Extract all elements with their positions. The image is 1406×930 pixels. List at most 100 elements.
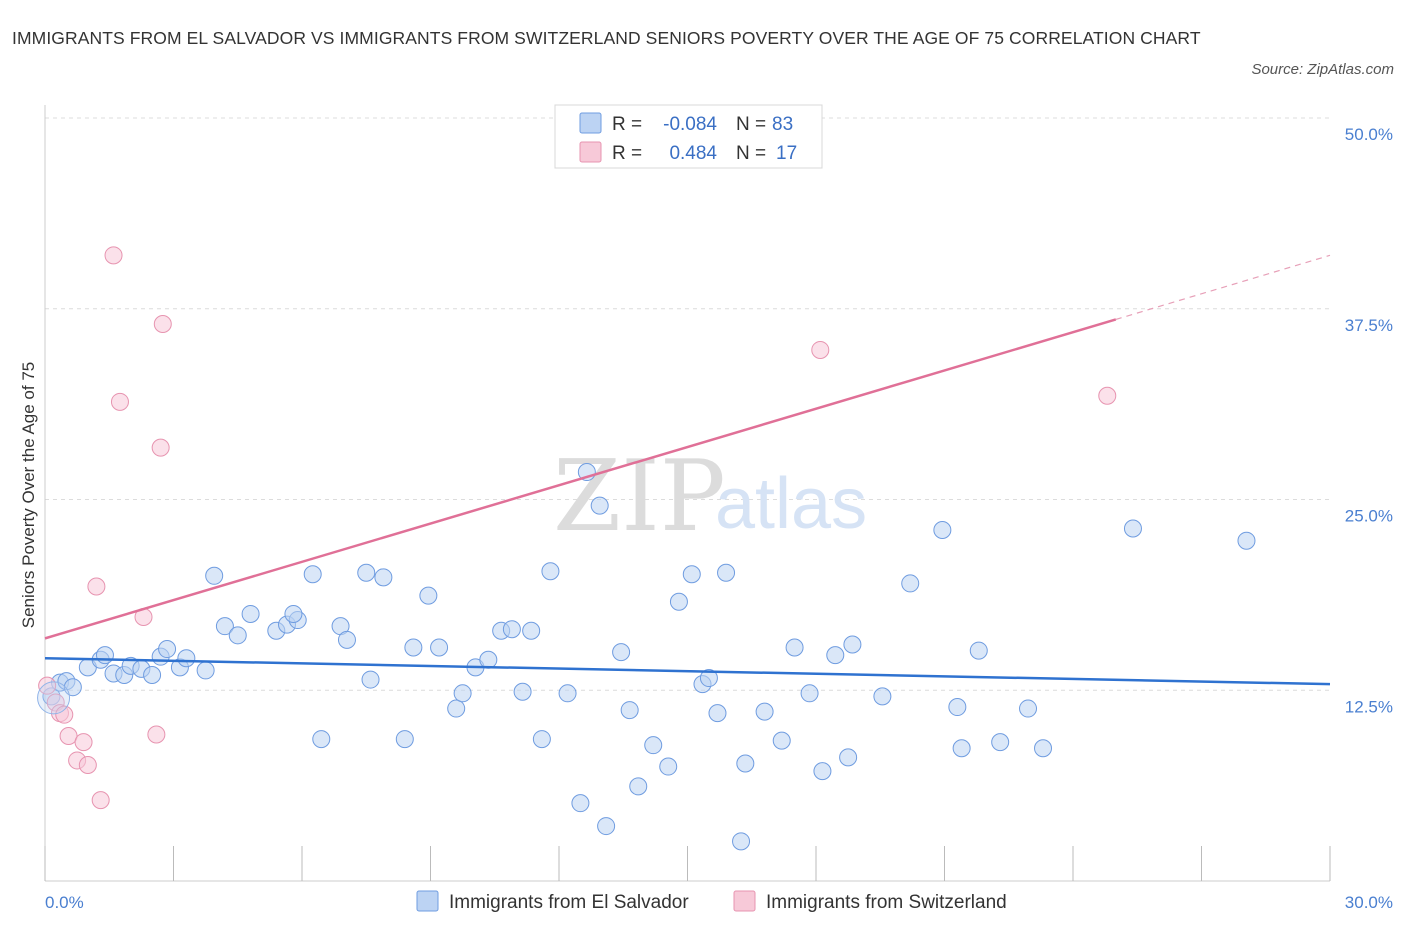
el-salvador-point [395,730,414,749]
legend-n-value-2: 17 [776,143,797,164]
el-salvador-point-large [37,681,71,715]
legend-r-value-2: 0.484 [669,143,717,164]
el-salvador-point [717,563,736,582]
y-tick-label: 25.0% [1345,507,1393,526]
legend-n-value-1: 83 [772,114,793,135]
el-salvador-point [143,665,162,684]
legend-r-label-2: R = [612,143,642,164]
legend-n-label-2: N = [736,143,766,164]
switzerland-point [153,315,172,334]
el-salvador-point [736,754,755,773]
el-salvador-trend-line [44,656,1331,686]
el-salvador-point [590,496,609,515]
el-salvador-point [337,630,356,649]
el-salvador-point [196,661,215,680]
el-salvador-point [513,682,532,701]
legend-r-label-1: R = [612,114,642,135]
el-salvador-point [228,626,247,645]
el-salvador-point [901,574,920,593]
el-salvador-point [991,733,1010,752]
el-salvador-point [948,698,967,717]
switzerland-point [104,246,123,265]
el-salvador-point [1237,531,1256,550]
el-salvador-point [969,641,988,660]
bottom-legend-swatch-switzerland [733,890,756,912]
switzerland-point [151,438,170,457]
switzerland-point [147,725,166,744]
el-salvador-point [95,646,114,665]
series-legend: Immigrants from El Salvador Immigrants f… [416,890,1007,913]
watermark-atlas: atlas [715,464,867,544]
el-salvador-point [952,739,971,758]
y-axis-title: Seniors Poverty Over the Age of 75 [19,362,38,628]
el-salvador-point [361,670,380,689]
el-salvador-point [785,638,804,657]
el-salvador-point [699,669,718,688]
switzerland-point [110,392,129,411]
el-salvador-point [522,621,541,640]
watermark: ZIP atlas [553,440,867,554]
el-salvador-point [430,638,449,657]
source-label: Source: ZipAtlas.com [1251,61,1394,78]
legend-n-label-1: N = [736,114,766,135]
switzerland-point [811,340,830,359]
switzerland-trend-line [44,318,1117,640]
el-salvador-point [303,565,322,584]
el-salvador-point [813,762,832,781]
switzerland-trend-extension [1115,254,1331,321]
el-salvador-point [620,701,639,720]
switzerland-point [74,733,93,752]
y-tick-label: 50.0% [1345,125,1393,144]
el-salvador-point [215,617,234,636]
el-salvador-point [177,649,196,668]
el-salvador-point [597,817,616,836]
y-tick-labels: 12.5% 25.0% 37.5% 50.0% [1345,125,1393,716]
el-salvador-point [571,794,590,813]
chart-title: IMMIGRANTS FROM EL SALVADOR VS IMMIGRANT… [12,28,1201,48]
switzerland-point [91,791,110,810]
switzerland-point [59,727,78,746]
el-salvador-point [755,702,774,721]
el-salvador-point [502,620,521,639]
watermark-zip: ZIP [553,440,726,554]
y-tick-label: 37.5% [1345,316,1393,335]
el-salvador-point [419,586,438,605]
el-salvador-point [669,592,688,611]
el-salvador-point [447,699,466,718]
bottom-legend-label-switzerland: Immigrants from Switzerland [766,892,1007,913]
el-salvador-point [241,604,260,623]
legend-swatch-el-salvador [579,112,602,134]
el-salvador-point [682,565,701,584]
el-salvador-point [708,704,727,723]
el-salvador-point [158,640,177,659]
el-salvador-point [644,736,663,755]
switzerland-point [38,676,57,695]
el-salvador-point [404,638,423,657]
x-tick-label: 30.0% [1345,893,1393,912]
switzerland-point [87,577,106,596]
el-salvador-point [541,562,560,581]
el-salvador-point [479,650,498,669]
el-salvador-point [732,832,751,851]
el-salvador-point [453,684,472,703]
switzerland-point [1098,386,1117,405]
switzerland-point [78,756,97,775]
el-salvador-point [826,646,845,665]
el-salvador-point [839,748,858,767]
x-tick-labels: 0.0% 30.0% [45,893,1393,912]
el-salvador-point [357,563,376,582]
el-salvador-point [312,730,331,749]
el-salvador-point [843,635,862,654]
bottom-legend-label-el-salvador: Immigrants from El Salvador [449,892,689,913]
y-tick-label: 12.5% [1345,697,1393,716]
el-salvador-point [612,643,631,662]
switzerland-point [55,705,74,724]
el-salvador-point [873,687,892,706]
legend-r-value-1: -0.084 [663,114,717,135]
el-salvador-point [205,566,224,585]
el-salvador-point [1034,739,1053,758]
axes [44,105,1331,882]
el-salvador-point [284,604,303,623]
el-salvador-point [1019,699,1038,718]
